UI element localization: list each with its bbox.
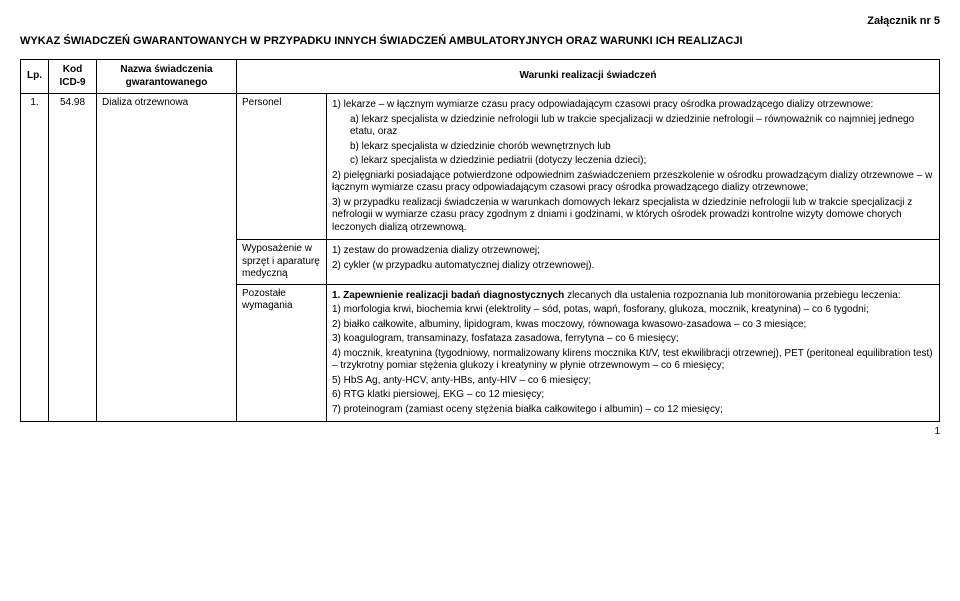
document-title: WYKAZ ŚWIADCZEŃ GWARANTOWANYCH W PRZYPAD… — [20, 35, 940, 47]
cell-wyposazenie-label: Wyposażenie w sprzęt i aparaturę medyczn… — [237, 240, 327, 285]
pozostale-item7: 7) proteinogram (zamiast oceny stężenia … — [332, 404, 934, 417]
cell-wyposazenie-content: 1) zestaw do prowadzenia dializy otrzewn… — [327, 240, 940, 285]
pozostale-intro: 1. Zapewnienie realizacji badań diagnost… — [332, 290, 934, 303]
header-lp: Lp. — [21, 60, 49, 94]
pozostale-item2: 2) białko całkowite, albuminy, lipidogra… — [332, 319, 934, 332]
cell-pozostale-content: 1. Zapewnienie realizacji badań diagnost… — [327, 284, 940, 422]
personel-item1a: a) lekarz specjalista w dziedzinie nefro… — [332, 114, 934, 139]
personel-item1b: b) lekarz specjalista w dziedzinie choró… — [332, 141, 934, 154]
wyposazenie-item1: 1) zestaw do prowadzenia dializy otrzewn… — [332, 245, 934, 258]
cell-lp: 1. — [21, 94, 49, 422]
wyposazenie-item2: 2) cykler (w przypadku automatycznej dia… — [332, 260, 934, 273]
pozostale-item3: 3) koagulogram, transaminazy, fosfataza … — [332, 333, 934, 346]
cell-pozostale-label: Pozostałe wymagania — [237, 284, 327, 422]
pozostale-intro-bold: 1. Zapewnienie realizacji badań diagnost… — [332, 290, 564, 301]
personel-item1c: c) lekarz specjalista w dziedzinie pedia… — [332, 155, 934, 168]
pozostale-item1: 1) morfologia krwi, biochemia krwi (elek… — [332, 304, 934, 317]
cell-personel-content: 1) lekarze – w łącznym wymiarze czasu pr… — [327, 94, 940, 240]
personel-item1: 1) lekarze – w łącznym wymiarze czasu pr… — [332, 99, 934, 112]
personel-item3: 3) w przypadku realizacji świadczenia w … — [332, 197, 934, 235]
header-kod: Kod ICD-9 — [49, 60, 97, 94]
attachment-label: Załącznik nr 5 — [20, 15, 940, 27]
cell-kod: 54.98 — [49, 94, 97, 422]
cell-nazwa: Dializa otrzewnowa — [97, 94, 237, 422]
pozostale-item5: 5) HbS Ag, anty-HCV, anty-HBs, anty-HIV … — [332, 375, 934, 388]
cell-personel-label: Personel — [237, 94, 327, 240]
table-row: 1. 54.98 Dializa otrzewnowa Personel 1) … — [21, 94, 940, 240]
pozostale-intro-rest: zlecanych dla ustalenia rozpoznania lub … — [564, 290, 900, 301]
main-table: Lp. Kod ICD-9 Nazwa świadczenia gwaranto… — [20, 59, 940, 422]
personel-item2: 2) pielęgniarki posiadające potwierdzone… — [332, 170, 934, 195]
header-nazwa: Nazwa świadczenia gwarantowanego — [97, 60, 237, 94]
header-warunki: Warunki realizacji świadczeń — [237, 60, 940, 94]
pozostale-item6: 6) RTG klatki piersiowej, EKG – co 12 mi… — [332, 389, 934, 402]
pozostale-item4: 4) mocznik, kreatynina (tygodniowy, norm… — [332, 348, 934, 373]
header-row: Lp. Kod ICD-9 Nazwa świadczenia gwaranto… — [21, 60, 940, 94]
page-number: 1 — [20, 422, 940, 437]
